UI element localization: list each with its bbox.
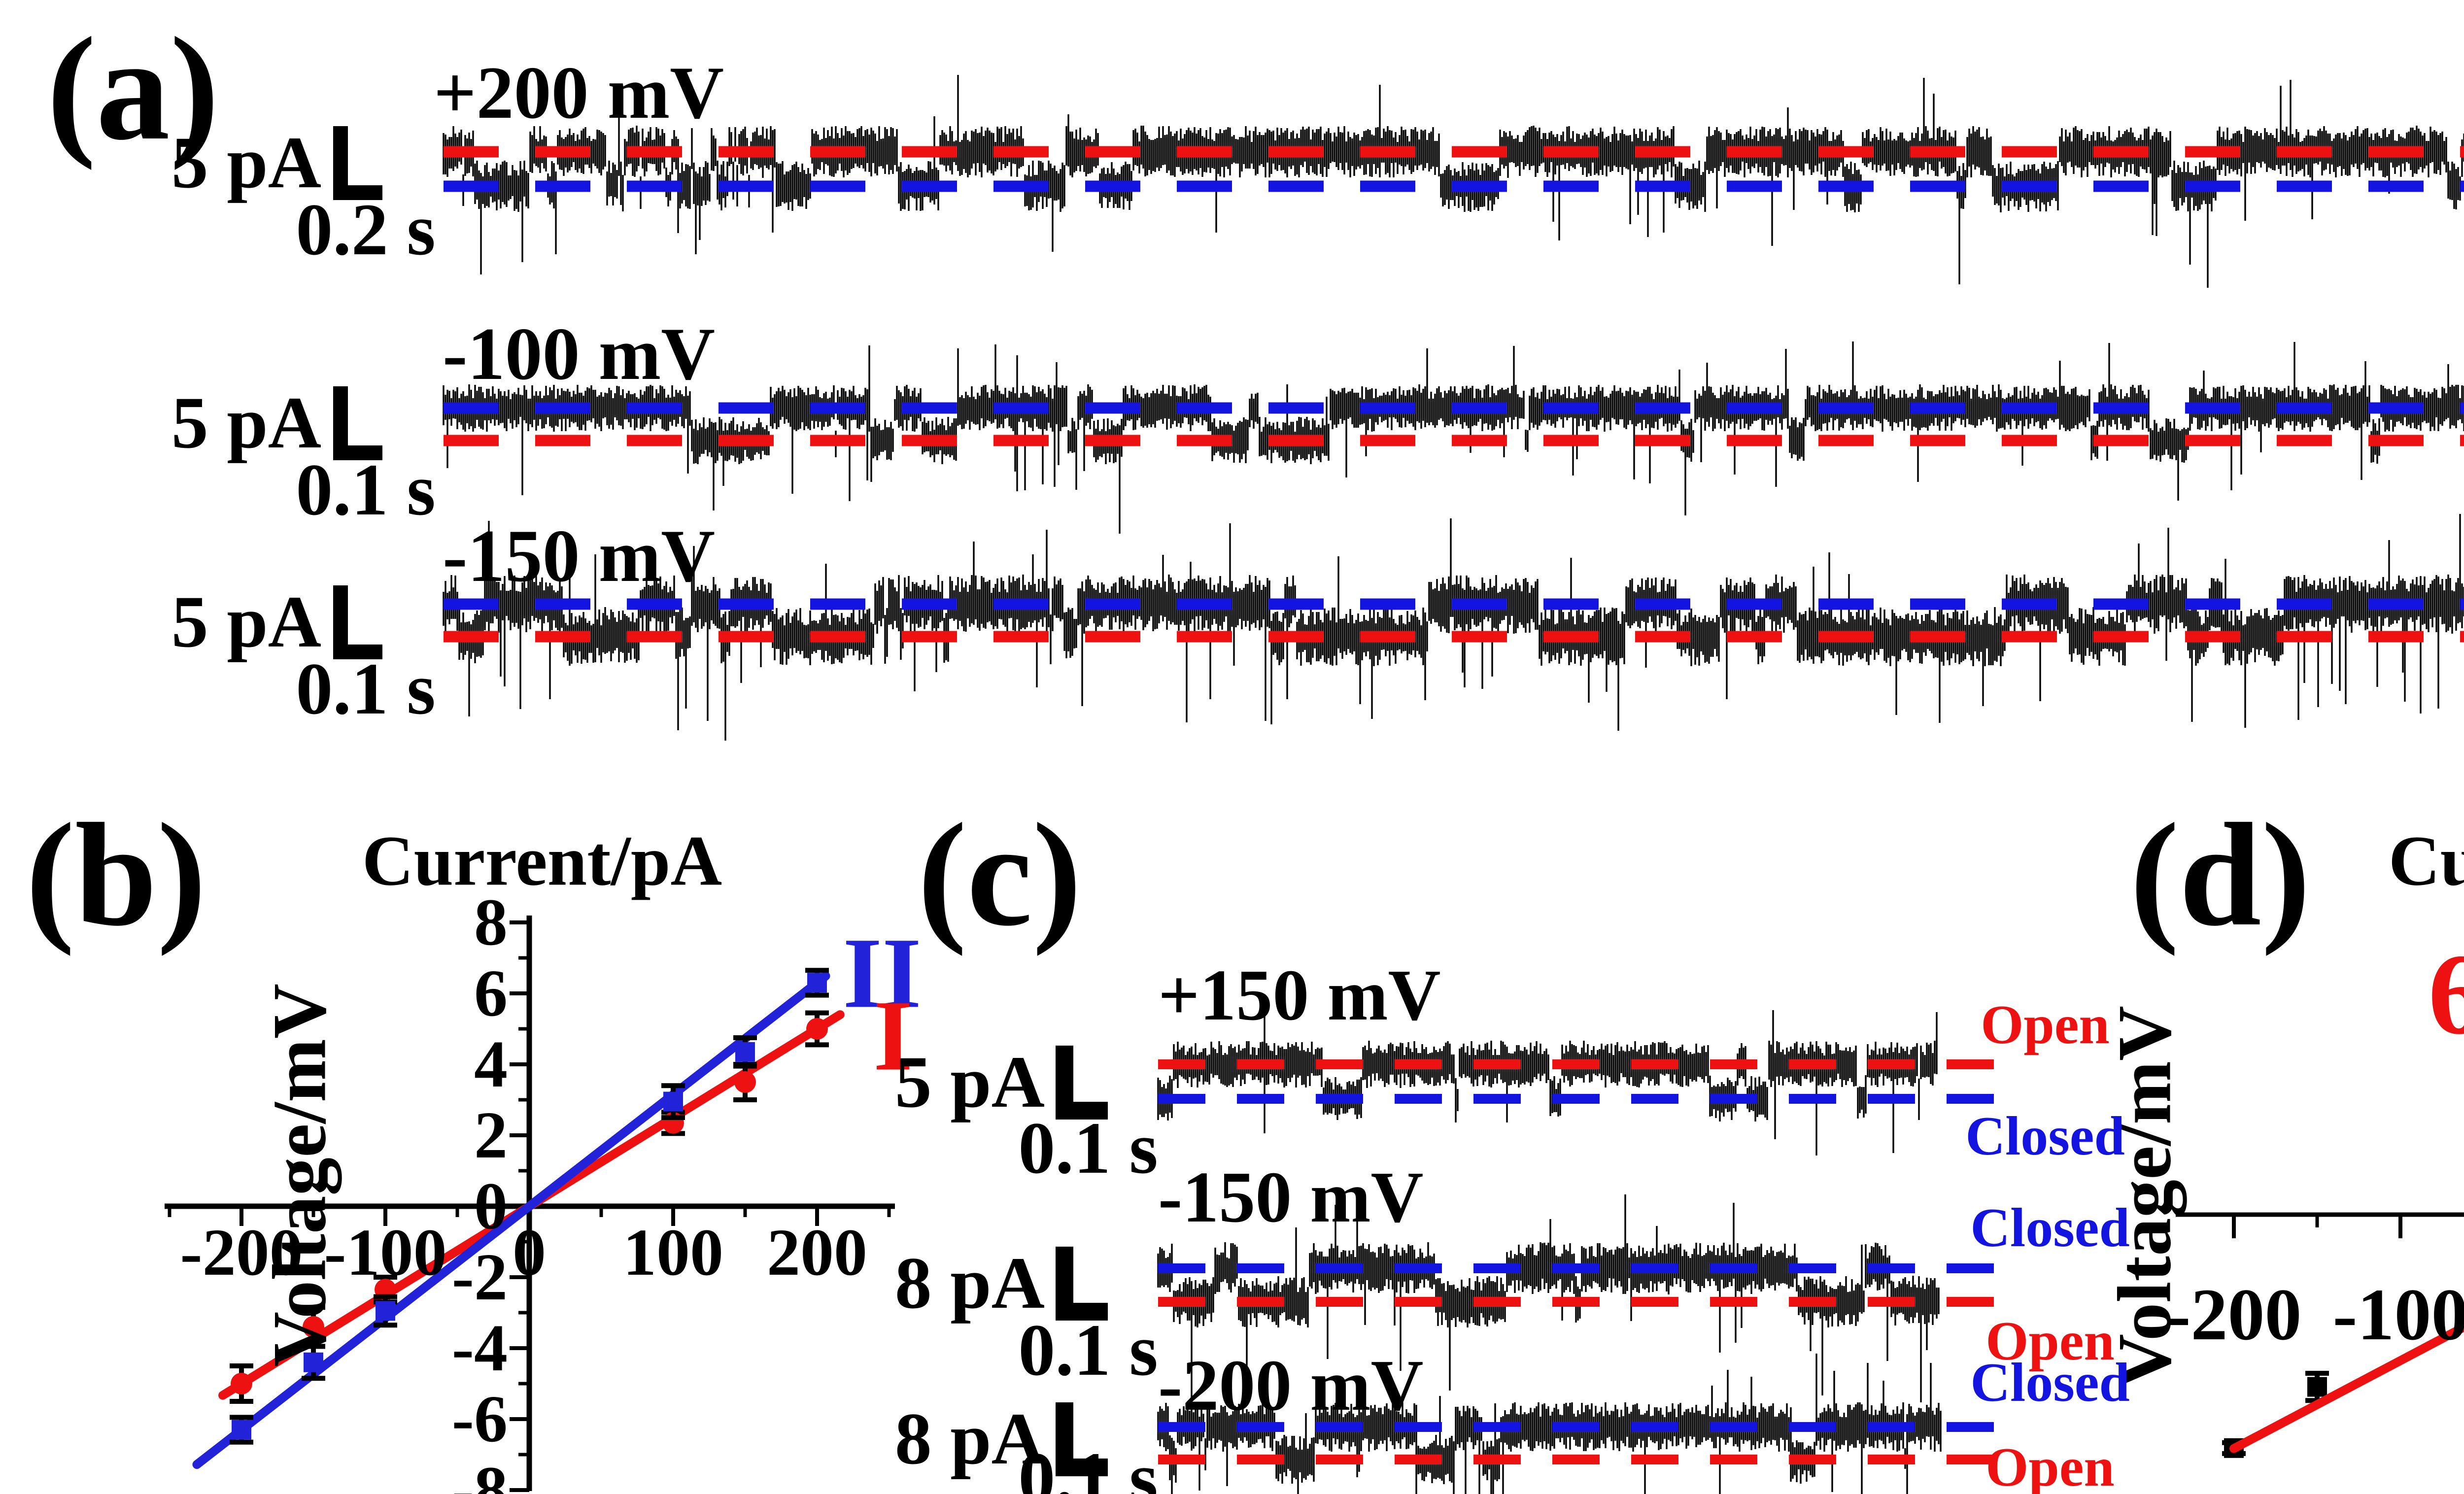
panel-c-trace-1-scalebar-time-label: 0.1 s [1018, 1107, 1158, 1189]
panel-b-y-tick-label: 2 [474, 1098, 508, 1172]
reversal-potential-annotation: 65.9 mV [2428, 930, 2464, 1058]
series-II-label: II [843, 917, 922, 1029]
panel-a-trace-3-scalebar-current-label: 5 pA [171, 581, 321, 663]
panel-b-x-tick-label: 100 [623, 1216, 723, 1290]
panel-b-data-point-circle [303, 1316, 324, 1338]
panel-b-y-tick-label: 0 [474, 1169, 508, 1243]
panel-c-trace-1-scalebar-current-label: 5 pA [894, 1041, 1045, 1123]
panel-a-trace-1-voltage-label: +200 mV [434, 51, 724, 134]
panel-b-data-point-square [376, 1301, 395, 1321]
panel-c-trace-3-open-state-label: Open [1985, 1437, 2115, 1494]
panel-b-y-tick-label: -4 [451, 1311, 508, 1385]
panel-b-data-point-circle [734, 1071, 756, 1093]
panel-d-current-axis-title: Current/pA [2388, 821, 2464, 901]
panel-a-trace-2-scalebar-current-label: 5 pA [171, 382, 321, 464]
panel-c-trace-3-voltage-label: -200 mV [1158, 1345, 1424, 1426]
panel-c-trace-3-scalebar-horizontal [1056, 1459, 1108, 1476]
panel-b-y-tick-label: 4 [474, 1027, 508, 1101]
panel-c-trace-3-scalebar-time-label: 0.1 s [1018, 1437, 1158, 1494]
panel-b-data-point-square [807, 973, 827, 993]
panel-c-label: (c) [918, 793, 1082, 956]
panel-c-trace-1-voltage-label: +150 mV [1158, 955, 1441, 1036]
panel-b-y-tick-label: -8 [451, 1453, 508, 1494]
panel-c-trace-3-scalebar-current-label: 8 pA [894, 1398, 1045, 1480]
panel-c-trace-2-voltage-label: -150 mV [1158, 1157, 1424, 1238]
panel-c-trace-2-scalebar-current-label: 8 pA [894, 1242, 1045, 1324]
panel-d-label: (d) [2130, 793, 2311, 956]
panel-c-trace-1-open-state-label: Open [1981, 994, 2110, 1055]
panel-a-trace-1-scalebar-current-label: 5 pA [171, 122, 321, 204]
panel-b-y-tick-label: -6 [451, 1382, 508, 1456]
panel-b-y-tick-label: 6 [474, 956, 508, 1030]
panel-a-trace-1-scalebar-horizontal [333, 185, 382, 200]
panel-c-trace-1-scalebar-horizontal [1056, 1102, 1108, 1120]
panel-a-trace-2-scalebar-horizontal [333, 445, 382, 460]
panel-a-trace-3-scalebar-horizontal [333, 645, 382, 659]
panel-c-trace-3-closed-state-label: Closed [1970, 1352, 2130, 1413]
panel-d-x-tick-label: -200 [2166, 1274, 2302, 1356]
panel-b-x-tick-label: -200 [180, 1216, 303, 1290]
panel-b-data-point-circle [231, 1373, 252, 1394]
panel-c-trace-2-scalebar-time-label: 0.1 s [1018, 1309, 1158, 1391]
panel-c-trace-2-scalebar-horizontal [1056, 1303, 1108, 1321]
panel-b-y-tick-label: -2 [451, 1240, 508, 1314]
panel-b-current-axis-title: Current/pA [362, 821, 722, 901]
panel-b-x-tick-label: 0 [513, 1216, 546, 1290]
panel-b-y-tick-label: 8 [474, 885, 508, 959]
panel-b-data-point-circle [806, 1018, 828, 1040]
panel-b-voltage-axis-label: Voltage/mV [257, 984, 342, 1367]
panel-b-data-point-square [304, 1352, 323, 1372]
panel-d-fit-line-single-channel I-V [2229, 1322, 2464, 1453]
panel-a-label: (a) [47, 7, 219, 170]
panel-c-trace-2-closed-state-label: Closed [1970, 1197, 2130, 1258]
panel-b-data-point-square [663, 1091, 683, 1112]
series-I-label: I [873, 980, 913, 1092]
panel-b-x-tick-label: -100 [324, 1216, 447, 1290]
panel-c-trace-1-closed-state-label: Closed [1965, 1106, 2125, 1167]
panel-b-data-point-square [735, 1042, 755, 1062]
panel-b-label: (b) [26, 793, 206, 956]
panel-a-trace-2-scalebar-time-label: 0.1 s [296, 449, 436, 531]
panel-b-x-tick-label: 200 [767, 1216, 867, 1290]
panel-a-trace-3-scalebar-time-label: 0.1 s [296, 648, 436, 730]
panel-a-trace-1-scalebar-time-label: 0.2 s [296, 189, 436, 271]
panel-d-x-tick-label: -100 [2332, 1274, 2464, 1356]
panel-b-fit-line-II [192, 971, 830, 1469]
panel-a-trace-3-current-trace [443, 514, 2464, 741]
panel-a-trace-3-voltage-label: -150 mV [443, 514, 716, 597]
panel-a-trace-2-voltage-label: -100 mV [443, 312, 716, 395]
panel-c-trace-2-open-state-label: Open [1985, 1311, 2115, 1372]
panel-b-data-point-square [232, 1420, 251, 1440]
panel-d-data-point-square [2307, 1377, 2327, 1397]
